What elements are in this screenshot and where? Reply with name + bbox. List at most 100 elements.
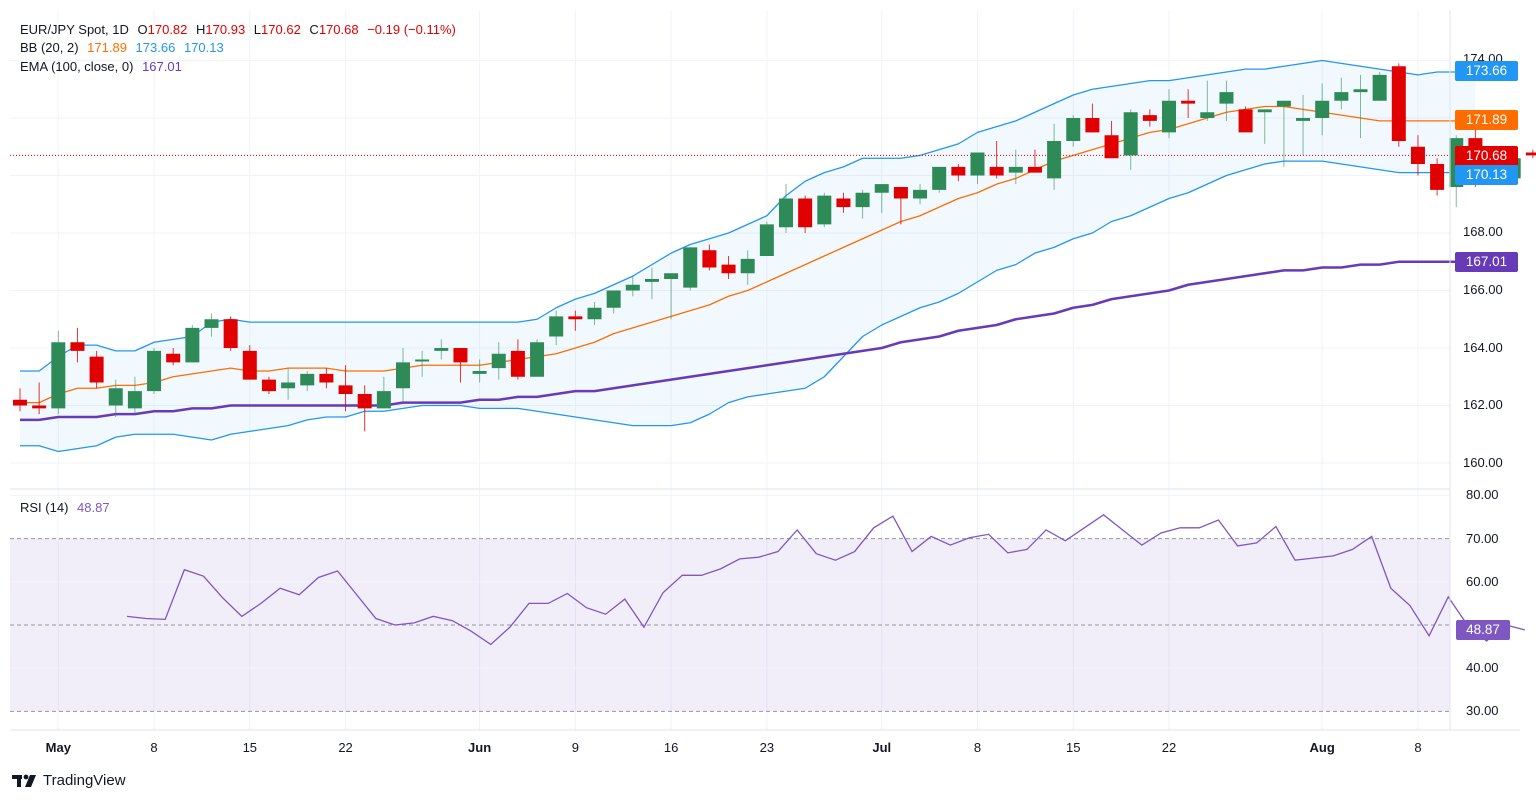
candle (242, 345, 257, 380)
candle (108, 379, 123, 417)
bb-upper-value: 173.66 (135, 40, 176, 55)
candle-body (606, 290, 621, 308)
time-tick: Jul (872, 740, 892, 755)
candle (1200, 80, 1215, 121)
candle (1027, 149, 1042, 173)
price-tick: 166.00 (1463, 282, 1503, 297)
price-tick: 160.00 (1463, 455, 1503, 470)
candle (300, 371, 315, 392)
candle-body (1315, 100, 1330, 118)
rsi-legend[interactable]: RSI (14) 48.87 (20, 500, 110, 515)
candle-body (108, 388, 123, 406)
rsi-tick: 80.00 (1466, 487, 1499, 502)
candle (1353, 74, 1368, 139)
candle (127, 376, 142, 415)
ema-line (20, 260, 1476, 422)
candle-body (300, 373, 315, 386)
candle (166, 348, 181, 366)
time-tick: 8 (150, 740, 158, 755)
candle-body (70, 342, 85, 351)
candle-body (874, 184, 889, 193)
candle (185, 325, 200, 363)
bb-legend[interactable]: BB (20, 2) 171.89 173.66 170.13 (20, 39, 229, 57)
candle (1238, 106, 1253, 133)
candle (855, 189, 870, 219)
candle-body (281, 382, 296, 389)
candle-body (683, 247, 698, 288)
candle (1066, 115, 1081, 147)
candle-body (702, 250, 717, 268)
candle (702, 244, 717, 271)
candle (1104, 120, 1119, 159)
candle-body (51, 342, 66, 409)
candle-body (664, 273, 679, 279)
candle-body (1238, 109, 1253, 133)
candle (491, 342, 506, 380)
candle (376, 376, 391, 409)
candle (530, 339, 545, 377)
candle-body (855, 192, 870, 208)
candle-body (453, 348, 468, 363)
candle (32, 382, 47, 415)
rsi-tick: 70.00 (1466, 531, 1499, 546)
time-tick: 9 (571, 740, 579, 755)
candle-body (185, 327, 200, 363)
candle (204, 313, 219, 337)
candle (568, 310, 583, 331)
time-tick: 8 (1414, 740, 1422, 755)
time-tick: 15 (242, 740, 258, 755)
rsi-tick: 30.00 (1466, 703, 1499, 718)
candle-body (740, 258, 755, 274)
candle-body (1200, 112, 1215, 118)
candle-body (989, 166, 1004, 176)
last-price-badge: 170.68 (1455, 146, 1518, 166)
candle (989, 141, 1004, 179)
candle (1296, 95, 1311, 156)
candle (549, 310, 564, 346)
candle-body (127, 391, 142, 409)
candle (89, 350, 104, 389)
symbol-legend[interactable]: EUR/JPY Spot, 1D O170.82 H170.93 L170.62… (20, 21, 461, 39)
candle-body (89, 356, 104, 383)
candle (1334, 77, 1349, 110)
time-tick: Aug (1309, 740, 1335, 755)
candle-body (1142, 115, 1157, 121)
candle-body (1430, 164, 1445, 190)
price-change: −0.19 (−0.11%) (367, 22, 456, 37)
candle-body (893, 187, 908, 199)
candle-body (32, 405, 47, 409)
candle-body (625, 284, 640, 291)
candle-body (1276, 100, 1291, 107)
candle-body (510, 350, 525, 377)
candle-body (204, 319, 219, 328)
ohlc-open: O170.82 (137, 22, 188, 37)
candle-body (376, 391, 391, 409)
candle-body (1047, 141, 1062, 179)
ema-legend[interactable]: EMA (100, close, 0) 167.01 (20, 58, 187, 76)
candle-body (798, 198, 813, 228)
candle (606, 290, 621, 314)
candle-body (1162, 100, 1176, 133)
ema-label: EMA (100, close, 0) (20, 59, 134, 74)
candle (970, 152, 985, 185)
candle (319, 368, 334, 389)
candle (1162, 89, 1176, 139)
tradingview-logo[interactable]: TradingView (12, 772, 126, 789)
candle-body (817, 195, 832, 225)
candle (1123, 109, 1138, 170)
candle-body (242, 350, 257, 380)
bb-lower-value: 170.13 (183, 40, 224, 55)
rsi-panel (10, 494, 1450, 712)
candle (223, 316, 238, 351)
time-tick: 15 (1066, 740, 1081, 755)
tradingview-logo-icon (12, 774, 36, 787)
candle-body (549, 316, 564, 337)
bb-basis-line (20, 105, 1476, 404)
candle-body (932, 166, 947, 190)
candle-body (1257, 109, 1272, 113)
candle (472, 359, 487, 383)
candle-body (1525, 152, 1536, 156)
candle-body (836, 198, 851, 208)
bb-upper-line (20, 59, 1476, 372)
